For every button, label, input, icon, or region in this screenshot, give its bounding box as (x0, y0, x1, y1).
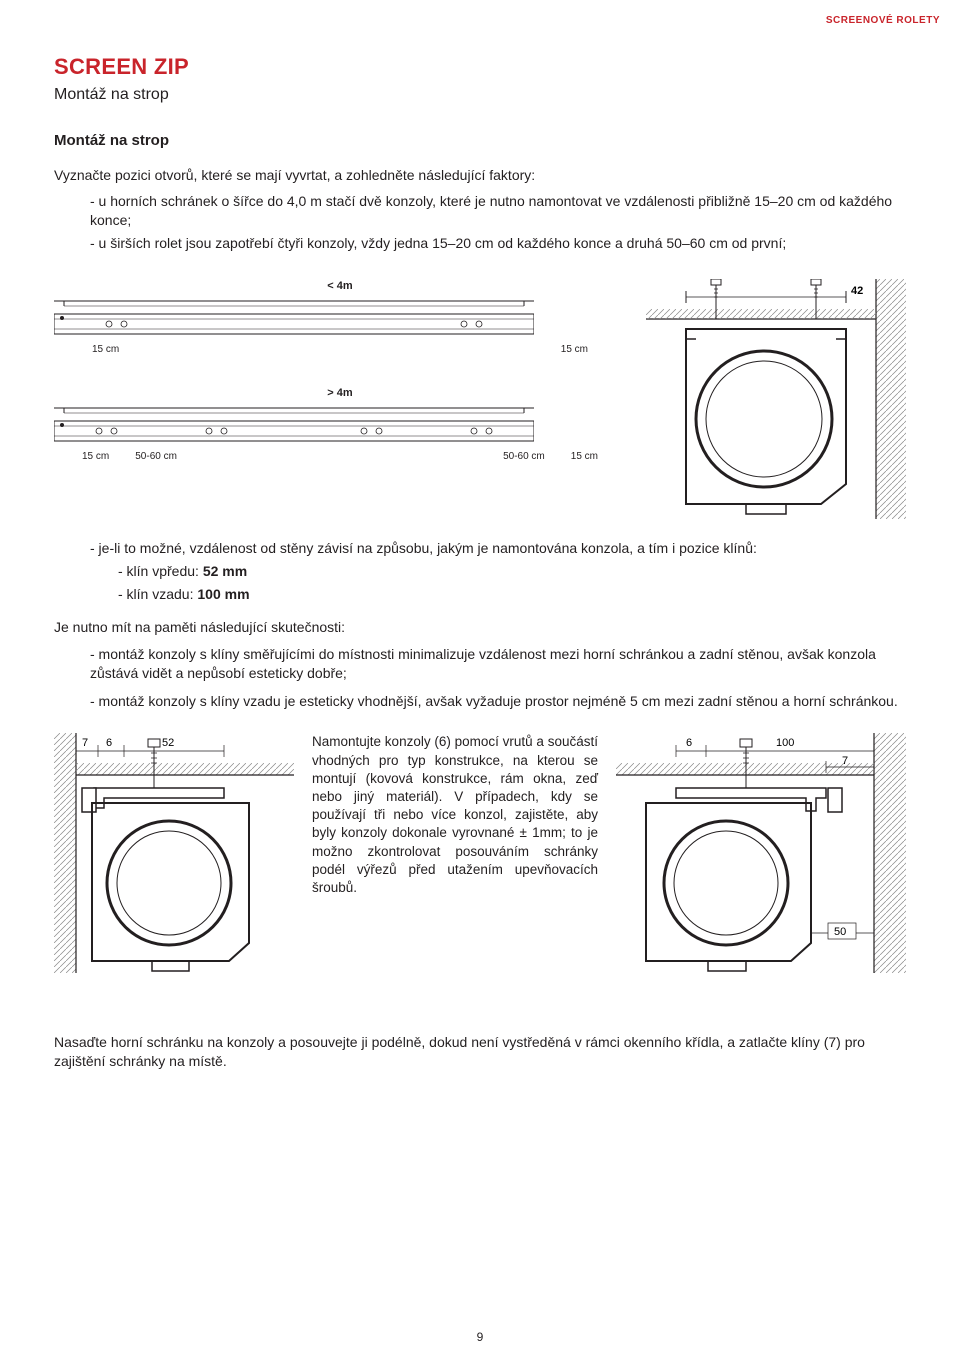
wedge-lead: - je-li to možné, vzdálenost od stěny zá… (90, 539, 906, 558)
fig-left-d52: 52 (162, 737, 174, 749)
factor-item-1: - u horních schránek o šířce do 4,0 m st… (90, 192, 906, 230)
header-category: SCREENOVÉ ROLETY (826, 14, 940, 28)
fig-left-d6: 6 (106, 737, 112, 749)
dim-left: 15 cm (92, 343, 119, 357)
rail-long: > 4m (54, 386, 626, 463)
figure-left: 7 6 52 (54, 733, 294, 973)
note-1: - montáž konzoly s klíny směřujícími do … (90, 645, 906, 683)
rail-long-dims: 15 cm 50-60 cm 50-60 cm 15 cm (54, 450, 626, 464)
rail-long-label: > 4m (54, 386, 626, 401)
notes-list: - montáž konzoly s klíny směřujícími do … (54, 645, 906, 712)
wedge-back-val: 100 mm (197, 586, 249, 602)
rail-short-label: < 4m (54, 279, 626, 294)
fig-right-d6: 6 (686, 737, 692, 749)
dim-left: 15 cm (82, 450, 109, 464)
diagram-row: < 4m (54, 279, 906, 519)
rail-short-svg (54, 298, 534, 340)
dim-mid-right: 50-60 cm (503, 450, 545, 464)
box-cross-section: 42 (646, 279, 906, 519)
rail-short: < 4m (54, 279, 626, 356)
wedge-back: - klín vzadu: 100 mm (90, 585, 906, 604)
fig-left-d7: 7 (82, 737, 88, 749)
factor-item-2: - u širších rolet jsou zapotřebí čtyři k… (90, 234, 906, 253)
note-2: - montáž konzoly s klíny vzadu je esteti… (90, 692, 906, 711)
rail-short-dims: 15 cm 15 cm (54, 343, 626, 357)
wedge-back-label: - klín vzadu: (118, 586, 197, 602)
fig-right-d100: 100 (776, 737, 794, 749)
wedge-front: - klín vpředu: 52 mm (90, 562, 906, 581)
section-heading: Montáž na strop (54, 131, 906, 151)
dim-right: 15 cm (561, 343, 588, 357)
dim-mid-left: 50-60 cm (135, 450, 177, 464)
fig-right-d7: 7 (842, 755, 848, 767)
wedge-info: - je-li to možné, vzdálenost od stěny zá… (54, 539, 906, 604)
dim-right: 15 cm (571, 450, 598, 464)
final-paragraph: Nasaďte horní schránku na konzoly a poso… (54, 1033, 906, 1071)
page-title: SCREEN ZIP (54, 52, 906, 82)
page-content: SCREEN ZIP Montáž na strop Montáž na str… (0, 0, 960, 1071)
page-number: 9 (0, 1329, 960, 1345)
wedge-front-label: - klín vpředu: (118, 563, 203, 579)
box-dim-label: 42 (851, 285, 863, 297)
fig-right-d50: 50 (834, 926, 846, 938)
figure-right: 6 100 7 (616, 733, 906, 973)
mount-instructions: Namontujte konzoly (6) pomocí vrutů a so… (312, 733, 598, 897)
factor-list: - u horních schránek o šířce do 4,0 m st… (54, 192, 906, 253)
page-subtitle: Montáž na strop (54, 84, 906, 106)
figure-row: 7 6 52 Namontujte konzoly (6) pomocí vru… (54, 733, 906, 973)
notes-heading: Je nutno mít na paměti následující skute… (54, 618, 906, 637)
wedge-front-val: 52 mm (203, 563, 247, 579)
rail-diagrams: < 4m (54, 279, 626, 494)
rail-long-svg (54, 405, 534, 447)
intro-paragraph: Vyznačte pozici otvorů, které se mají vy… (54, 166, 906, 185)
